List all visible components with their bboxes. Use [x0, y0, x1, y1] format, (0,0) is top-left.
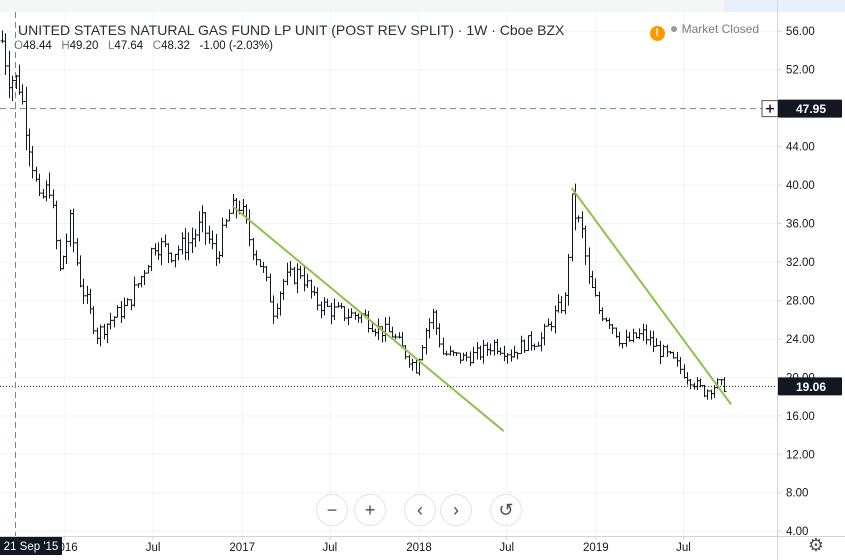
top-toolbar-strip	[0, 0, 845, 12]
status-dot-icon	[670, 26, 677, 32]
crosshair-price-label-bg	[778, 99, 842, 118]
chevron-right-icon: ›	[453, 499, 459, 520]
y-tick-label: 24.00	[786, 334, 815, 346]
minus-icon: −	[326, 499, 338, 520]
y-tick-label: 44.00	[786, 142, 815, 154]
x-tick-label: Jul	[676, 542, 691, 554]
market-status[interactable]: ! Market Closed	[649, 22, 759, 41]
y-tick-label: 56.00	[786, 26, 815, 38]
high-key: H	[61, 40, 70, 52]
y-tick-label: 12.00	[786, 449, 815, 461]
reset-chart-button[interactable]: ↺	[490, 494, 522, 526]
close-value: 48.32	[161, 40, 190, 52]
zoom-out-button[interactable]: −	[316, 494, 348, 526]
last-price-label: 19.06	[796, 380, 826, 394]
y-tick-label: 32.00	[786, 257, 815, 269]
gear-icon: ⚙	[807, 535, 825, 555]
crosshair-price-label: 47.95	[796, 102, 826, 116]
low-value: 47.64	[114, 40, 144, 52]
scroll-left-button[interactable]: ‹	[404, 494, 436, 526]
y-tick-label: 52.00	[786, 65, 815, 77]
x-tick-label: 2019	[583, 542, 609, 554]
y-tick-label: 40.00	[786, 180, 815, 192]
warning-icon[interactable]: !	[649, 26, 665, 41]
reset-icon: ↺	[498, 499, 514, 520]
y-tick-label: 8.00	[786, 488, 808, 500]
low-key: L	[108, 40, 115, 52]
trendline	[570, 187, 732, 405]
active-tab-strip	[724, 0, 845, 12]
last-price-label-bg	[778, 377, 842, 396]
x-tick-label: 2018	[406, 542, 432, 554]
trendline	[231, 205, 505, 432]
ohlc-legend: O48.44 H49.20 L47.64 C48.32 -1.00 (-2.03…	[14, 40, 273, 52]
crosshair-date-bg	[0, 537, 62, 555]
x-tick-label: Jul	[146, 542, 161, 554]
zoom-in-button[interactable]: +	[354, 494, 386, 526]
crosshair-date-label: 21 Sep '15	[4, 541, 59, 553]
x-tick-label: Jul	[323, 542, 338, 554]
change-value: -1.00 (-2.03%)	[199, 40, 273, 52]
chevron-left-icon: ‹	[417, 499, 423, 520]
market-status-label: Market Closed	[681, 22, 759, 36]
open-value: 48.44	[22, 40, 52, 52]
ohlc-bars	[0, 30, 727, 400]
y-tick-label: 28.00	[786, 295, 815, 307]
high-value: 49.20	[69, 40, 99, 52]
y-tick-label: 16.00	[786, 411, 815, 423]
plus-icon: +	[364, 499, 376, 520]
add-alert-icon[interactable]	[761, 100, 779, 118]
close-key: C	[152, 40, 162, 52]
scroll-right-button[interactable]: ›	[440, 494, 472, 526]
x-tick-label: 2017	[229, 542, 255, 554]
symbol-title[interactable]: UNITED STATES NATURAL GAS FUND LP UNIT (…	[18, 22, 565, 38]
y-tick-label: 36.00	[786, 219, 815, 231]
y-tick-label: 4.00	[786, 526, 808, 538]
open-key: O	[14, 40, 23, 52]
x-tick-label: Jul	[499, 542, 514, 554]
settings-button[interactable]: ⚙	[806, 535, 826, 555]
